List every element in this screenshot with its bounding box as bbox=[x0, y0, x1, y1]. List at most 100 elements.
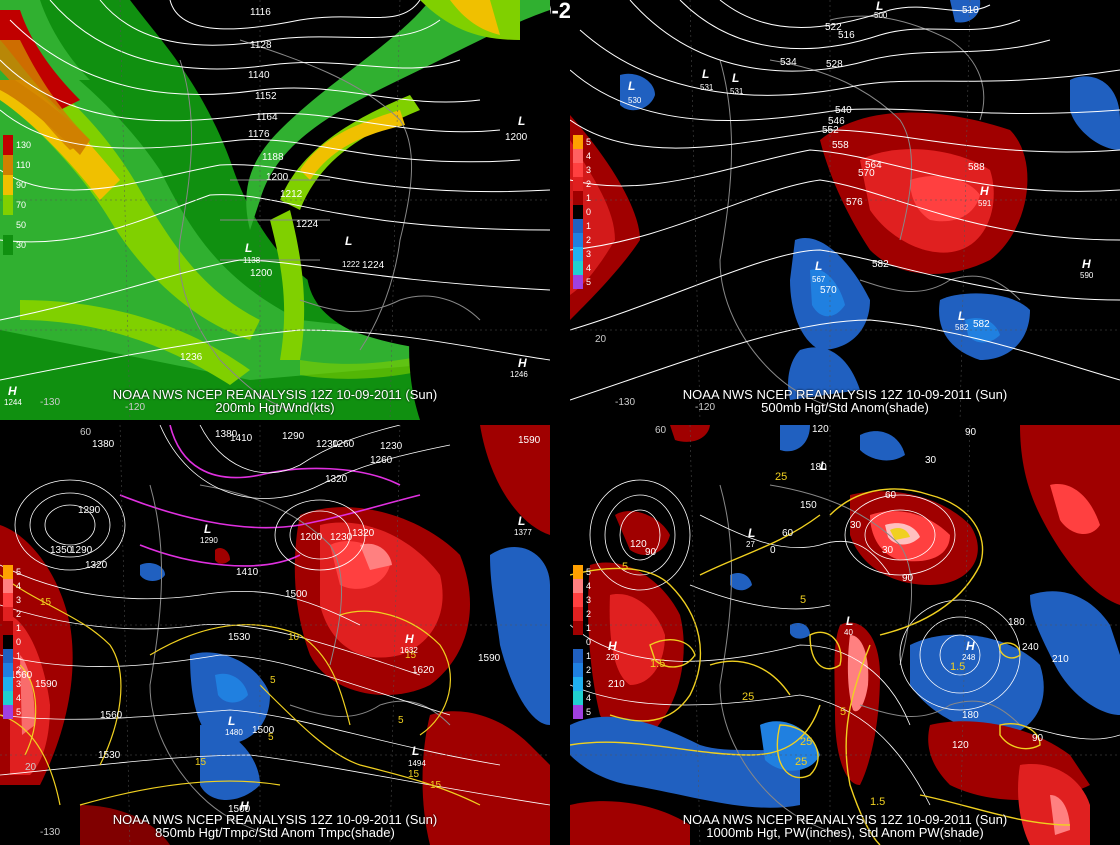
pw-label: 1.5 bbox=[650, 658, 665, 670]
contour-label: 1176 bbox=[248, 129, 270, 140]
colorbar-label: 2 bbox=[16, 665, 21, 675]
temp-label: 5 bbox=[268, 732, 274, 743]
contour-label: 1410 bbox=[230, 433, 253, 444]
colorbar-label: 3 bbox=[16, 595, 21, 605]
lat-label: 60 bbox=[655, 425, 667, 436]
contour-label: 1380 bbox=[92, 439, 115, 450]
temp-label: 15 bbox=[40, 597, 52, 608]
colorbar-label: 3 bbox=[586, 165, 591, 175]
center-value: 582 bbox=[955, 323, 969, 332]
contour-label: 1260 bbox=[370, 455, 393, 466]
panel-caption-field: 500mb Hgt/Std Anom(shade) bbox=[570, 401, 1120, 414]
contour-label: 534 bbox=[780, 57, 797, 68]
colorbar-label: 30 bbox=[16, 240, 26, 250]
colorbar-label: 1 bbox=[586, 651, 591, 661]
pw-label: 1.5 bbox=[870, 796, 885, 808]
contour-label: 240 bbox=[1022, 642, 1039, 653]
contour-label: 522 bbox=[825, 22, 842, 33]
contour-label: 570 bbox=[858, 168, 875, 179]
center-high: H bbox=[980, 184, 989, 198]
contour-label: 1236 bbox=[180, 352, 203, 363]
center-high: H bbox=[608, 639, 617, 653]
panel-caption-field: 1000mb Hgt, PW(inches), Std Anom PW(shad… bbox=[570, 826, 1120, 839]
center-value: 220 bbox=[606, 653, 620, 662]
center-high: H bbox=[518, 356, 527, 370]
lat-label: 60 bbox=[80, 427, 92, 438]
pw-label: 5 bbox=[622, 561, 628, 573]
contour-label: 90 bbox=[645, 547, 657, 558]
contour-label: 60 bbox=[782, 528, 794, 539]
center-low: L bbox=[228, 714, 235, 728]
colorbar-label: 1 bbox=[586, 221, 591, 231]
contour-label: 1530 bbox=[228, 632, 251, 643]
colorbar-label: 110 bbox=[16, 160, 30, 170]
colorbar-label: 2 bbox=[586, 665, 591, 675]
colorbar-label: 2 bbox=[586, 609, 591, 619]
contour-label: 552 bbox=[822, 125, 839, 136]
colorbar-label: 4 bbox=[586, 693, 591, 703]
contour-label: 30 bbox=[850, 520, 862, 531]
contour-label: 1200 bbox=[266, 172, 289, 183]
pw-label: 25 bbox=[742, 691, 754, 703]
colorbar-label: 90 bbox=[16, 180, 26, 190]
contour-label: 120 bbox=[952, 740, 969, 751]
contour-label: 1290 bbox=[70, 545, 93, 556]
center-value: 1138 bbox=[243, 256, 261, 265]
pw-label: 5 bbox=[840, 706, 846, 718]
contour-label: 582 bbox=[973, 319, 990, 330]
center-low: L bbox=[518, 514, 525, 528]
panel-1000mb: 120 90 30 60 180 150 60 30 90 180 240 21… bbox=[570, 425, 1120, 845]
pw-label: 25 bbox=[775, 471, 787, 483]
contour-label: 1212 bbox=[280, 189, 303, 200]
center-high: H bbox=[240, 799, 249, 813]
colorbar-label: 4 bbox=[586, 263, 591, 273]
contour-label: 1116 bbox=[250, 7, 271, 18]
temp-label: 10 bbox=[288, 632, 300, 643]
center-high: H bbox=[1082, 257, 1091, 271]
center-value: 248 bbox=[962, 653, 976, 662]
center-high: H bbox=[966, 639, 975, 653]
colorbar-label: 4 bbox=[586, 151, 591, 161]
contour-label: 1410 bbox=[236, 567, 259, 578]
contour-label: 1152 bbox=[255, 91, 277, 102]
pw-label: 5 bbox=[800, 594, 806, 606]
contour-label: 1320 bbox=[352, 528, 375, 539]
contour-label: 570 bbox=[820, 285, 837, 296]
center-low: L bbox=[412, 744, 419, 758]
contour-label: 528 bbox=[826, 59, 843, 70]
contour-label: 90 bbox=[1032, 733, 1044, 744]
colorbar-label: 5 bbox=[586, 567, 591, 577]
temp-label: 5 bbox=[270, 675, 276, 686]
colorbar-label: 1 bbox=[16, 623, 21, 633]
map-200mb: 1116 1128 1140 1152 1164 1176 1188 1200 … bbox=[0, 0, 550, 420]
center-value: 40 bbox=[844, 628, 853, 637]
contour-label: 180 bbox=[962, 710, 979, 721]
center-high: H bbox=[405, 632, 414, 646]
colorbar-label: 5 bbox=[586, 137, 591, 147]
center-value: 567 bbox=[812, 275, 826, 284]
colorbar-label: 3 bbox=[16, 679, 21, 689]
center-low: L bbox=[820, 459, 827, 473]
center-value: 1290 bbox=[200, 536, 218, 545]
colorbar-label: 3 bbox=[586, 249, 591, 259]
contour-label: 90 bbox=[965, 427, 977, 438]
center-value: 1377 bbox=[514, 528, 532, 537]
colorbar-label: 5 bbox=[16, 707, 21, 717]
contour-label: 1530 bbox=[98, 750, 121, 761]
colorbar: 5 4 3 2 1 0 1 2 3 4 5 bbox=[573, 565, 591, 719]
center-value: 1632 bbox=[400, 646, 418, 655]
contour-label: 1200 bbox=[505, 132, 528, 143]
contour-label: 120 bbox=[812, 425, 829, 435]
center-low: L bbox=[702, 67, 709, 81]
colorbar-label: 5 bbox=[586, 277, 591, 287]
center-low: L bbox=[345, 234, 352, 248]
colorbar-label: 0 bbox=[586, 207, 591, 217]
lat-label: 20 bbox=[595, 334, 607, 345]
panel-caption-field: 850mb Hgt/Tmpc/Std Anom Tmpc(shade) bbox=[0, 826, 550, 839]
center-value: 500 bbox=[874, 11, 888, 20]
contour-label: 588 bbox=[968, 162, 985, 173]
center-low: L bbox=[628, 79, 635, 93]
colorbar-label: 0 bbox=[586, 637, 591, 647]
contour-label: 1320 bbox=[325, 474, 348, 485]
lat-label: 20 bbox=[25, 762, 37, 773]
